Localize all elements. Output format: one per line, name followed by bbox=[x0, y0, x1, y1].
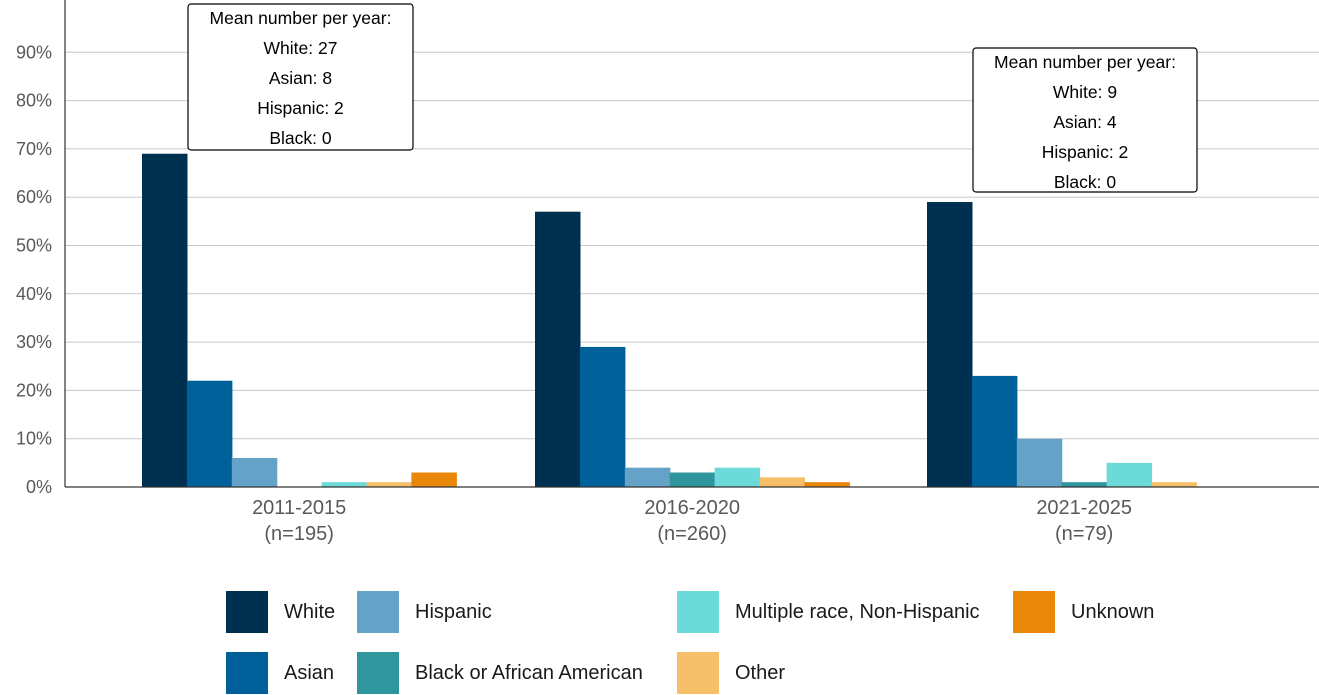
bar-black-or-african-american-2021-2025 bbox=[1061, 482, 1108, 487]
bar-multiple-race-non-hispanic-2021-2025 bbox=[1106, 462, 1153, 487]
annotation-box-2021-2025: Mean number per year: White: 9 Asian: 4 His… bbox=[972, 47, 1198, 193]
legend: White Hispanic Multiple race, Non-Hispanic… bbox=[226, 591, 1154, 694]
legend-label: Asian bbox=[284, 662, 334, 684]
bar-white-2021-2025 bbox=[927, 202, 973, 487]
legend-label: Unknown bbox=[1071, 601, 1154, 623]
category-sample-size: (n=195) bbox=[264, 523, 334, 545]
annotation-border bbox=[187, 3, 414, 151]
legend-swatch bbox=[677, 652, 719, 694]
annotation-box-2011-2015: Mean number per year: White: 27 Asian: 8 Hi… bbox=[187, 3, 414, 151]
category-sample-size: (n=79) bbox=[1055, 523, 1113, 545]
bar-unknown-2016-2020 bbox=[804, 482, 850, 487]
bar-hispanic-2016-2020 bbox=[624, 467, 671, 487]
legend-label: Hispanic bbox=[415, 601, 492, 623]
annotation-line: Mean number per year: bbox=[994, 52, 1176, 72]
legend-swatch bbox=[226, 652, 268, 694]
legend-label: Other bbox=[735, 662, 785, 684]
bar-other-2021-2025 bbox=[1151, 482, 1197, 487]
y-tick-label: 10% bbox=[16, 429, 52, 449]
annotation-line: Black: 0 bbox=[269, 128, 332, 148]
category-label: 2011-2015 bbox=[252, 497, 346, 519]
y-tick-label: 60% bbox=[16, 187, 52, 207]
y-tick-label: 50% bbox=[16, 236, 52, 256]
bar-asian-2016-2020 bbox=[579, 346, 626, 487]
legend-item-hispanic: Hispanic bbox=[357, 591, 492, 633]
category-sample-size: (n=260) bbox=[657, 523, 727, 545]
bar-other-2016-2020 bbox=[759, 477, 805, 487]
annotation-line: Mean number per year: bbox=[210, 8, 392, 28]
category-label: 2016-2020 bbox=[644, 497, 740, 519]
legend-label: Black or African American bbox=[415, 662, 643, 684]
legend-swatch bbox=[357, 652, 399, 694]
legend-swatch bbox=[357, 591, 399, 633]
bar-unknown-2011-2015 bbox=[411, 472, 457, 487]
category-label: 2021-2025 bbox=[1036, 497, 1132, 519]
bars bbox=[142, 153, 1197, 488]
bar-white-2011-2015 bbox=[142, 153, 188, 488]
legend-item-other: Other bbox=[677, 652, 785, 694]
bar-asian-2021-2025 bbox=[971, 375, 1018, 487]
bar-multiple-race-non-hispanic-2016-2020 bbox=[714, 467, 761, 487]
y-tick-label: 40% bbox=[16, 284, 52, 304]
y-tick-label: 20% bbox=[16, 380, 52, 400]
y-tick-label: 0% bbox=[26, 477, 52, 497]
legend-item-unknown: Unknown bbox=[1013, 591, 1154, 633]
bar-black-or-african-american-2016-2020 bbox=[669, 472, 716, 487]
annotation-line: Hispanic: 2 bbox=[1042, 142, 1129, 162]
bar-white-2016-2020 bbox=[535, 211, 581, 487]
y-tick-label: 70% bbox=[16, 139, 52, 159]
x-axis-categories: 2011-2015 (n=195) 2016-2020 (n=260) 2021-202… bbox=[252, 497, 1132, 545]
annotations: Mean number per year: White: 27 Asian: 8 Hi… bbox=[187, 3, 1198, 193]
bar-multiple-race-non-hispanic-2011-2015 bbox=[321, 482, 368, 487]
axes bbox=[64, 0, 1319, 488]
y-tick-label: 30% bbox=[16, 332, 52, 352]
annotation-line: Black: 0 bbox=[1054, 172, 1117, 192]
y-axis-ticks: 0% 10% 20% 30% 40% 50% 60% 70% 80% 90% bbox=[16, 42, 52, 497]
annotation-line: Asian: 8 bbox=[269, 68, 332, 88]
legend-swatch bbox=[677, 591, 719, 633]
annotation-border bbox=[972, 47, 1198, 193]
annotation-line: Hispanic: 2 bbox=[257, 98, 344, 118]
bar-hispanic-2021-2025 bbox=[1016, 438, 1063, 487]
y-tick-label: 80% bbox=[16, 91, 52, 111]
legend-label: Multiple race, Non-Hispanic bbox=[735, 601, 980, 623]
annotation-line: White: 9 bbox=[1053, 82, 1117, 102]
annotation-line: White: 27 bbox=[264, 38, 338, 58]
bar-other-2011-2015 bbox=[366, 482, 412, 487]
y-tick-label: 90% bbox=[16, 42, 52, 62]
legend-item-black-or-african-american: Black or African American bbox=[357, 652, 643, 694]
legend-item-multiple-race-non-hispanic: Multiple race, Non-Hispanic bbox=[677, 591, 980, 633]
legend-swatch bbox=[1013, 591, 1055, 633]
legend-swatch bbox=[226, 591, 268, 633]
annotation-line: Asian: 4 bbox=[1053, 112, 1116, 132]
legend-item-asian: Asian bbox=[226, 652, 334, 694]
bar-asian-2011-2015 bbox=[186, 380, 233, 487]
bar-hispanic-2011-2015 bbox=[231, 458, 278, 487]
legend-label: White bbox=[284, 601, 335, 623]
legend-item-white: White bbox=[226, 591, 335, 633]
